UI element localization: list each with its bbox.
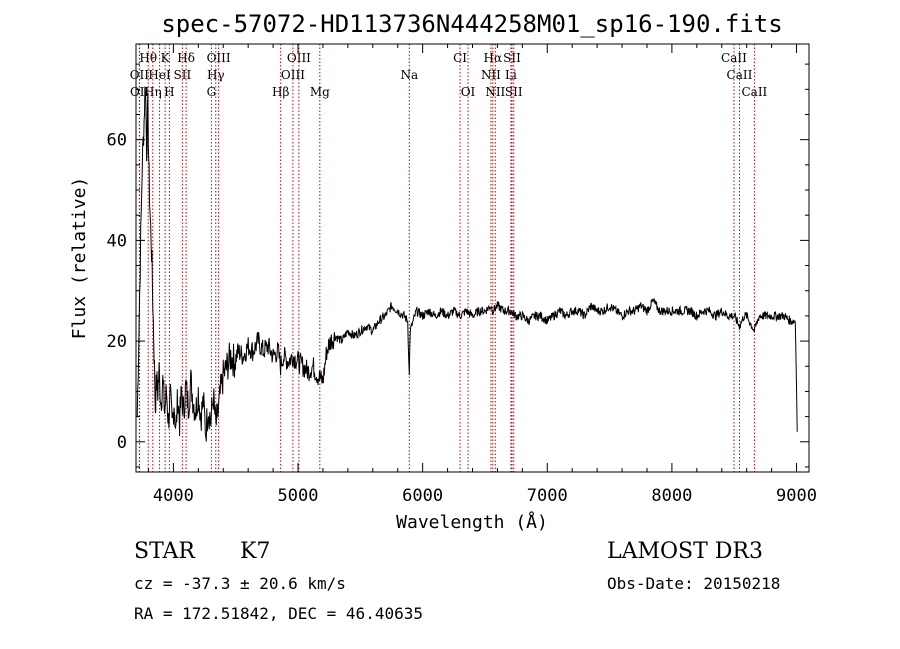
line-label-2: Hδ (177, 51, 195, 65)
y-tick-label-2: 40 (107, 231, 127, 251)
spectrum-series-0 (136, 86, 798, 442)
survey-name: LAMOST DR3 (607, 539, 763, 564)
x-tick-label-2: 6000 (402, 486, 443, 506)
line-label-25: NII (485, 85, 505, 99)
line-label-3: OIII (207, 51, 231, 65)
redshift-text: cz = -37.3 ± 20.6 km/s (134, 574, 346, 593)
line-label-11: SII (174, 68, 192, 82)
line-label-0: Hθ (139, 51, 157, 65)
y-tick-label-3: 60 (107, 131, 127, 151)
y-axis-label: Flux (relative) (69, 177, 90, 340)
line-label-14: Na (400, 68, 418, 82)
x-axis-label: Wavelength (Å) (396, 511, 548, 533)
y-tick-label-0: 0 (117, 433, 127, 453)
spectral-line-markers (138, 44, 755, 472)
x-tick-label-4: 8000 (651, 486, 692, 506)
plot-frame (135, 43, 810, 473)
line-label-16: Li (505, 68, 517, 82)
x-tick-label-5: 9000 (776, 486, 817, 506)
line-label-19: Hη (144, 85, 162, 99)
line-label-10: HeI (148, 68, 171, 82)
line-label-8: CaII (721, 51, 747, 65)
line-label-4: OIII (287, 51, 311, 65)
line-label-7: SII (503, 51, 521, 65)
x-tick-label-1: 5000 (278, 486, 319, 506)
line-label-15: NII (481, 68, 501, 82)
line-label-26: SII (505, 85, 523, 99)
line-label-12: Hγ (207, 68, 225, 82)
line-label-20: H (164, 85, 174, 99)
x-axis-ticks: 4000 5000 6000 7000 8000 9000 (147, 44, 817, 506)
chart-title: spec-57072-HD113736N444258M01_sp16-190.f… (161, 10, 782, 38)
line-label-9: OII (130, 68, 150, 82)
line-label-23: Mg (310, 85, 330, 99)
obs-date-text: Obs-Date: 20150218 (607, 574, 780, 593)
line-label-27: CaII (741, 85, 767, 99)
y-axis-ticks: 0 20 40 60 (107, 63, 809, 468)
line-label-13: OIII (281, 68, 305, 82)
line-label-1: K (161, 51, 171, 65)
line-label-5: CI (453, 51, 467, 65)
object-class: STAR (134, 539, 196, 564)
line-label-24: OI (461, 85, 476, 99)
coordinates-text: RA = 172.51842, DEC = 46.40635 (134, 604, 423, 623)
line-label-22: Hβ (272, 85, 289, 99)
line-label-17: CaII (727, 68, 753, 82)
object-subclass: K7 (240, 539, 270, 564)
line-label-6: Hα (484, 51, 503, 65)
x-tick-label-3: 7000 (527, 486, 568, 506)
y-tick-label-1: 20 (107, 332, 127, 352)
line-label-21: G (207, 85, 217, 99)
spectrum-line (136, 86, 798, 442)
x-tick-label-0: 4000 (153, 486, 194, 506)
